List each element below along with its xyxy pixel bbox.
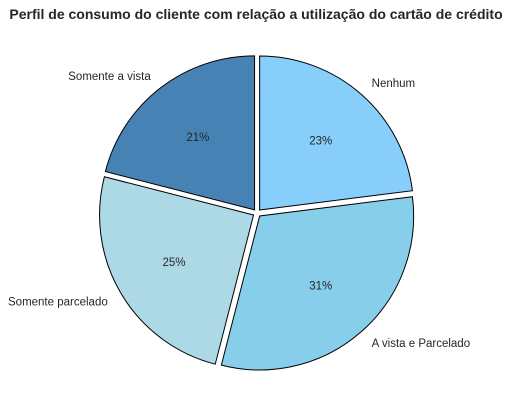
pie-slice-2 [99, 176, 255, 365]
pie-slices [99, 55, 415, 371]
pie-labels: 21% Somente a vista 25% Somente parcelado 31… [8, 71, 470, 350]
pie-slice-3 [220, 196, 415, 371]
pie-percent-label-4: 23% [309, 136, 332, 148]
pie-category-label-1: Somente a vista [68, 71, 151, 83]
pie-category-label-2: Somente parcelado [8, 296, 108, 308]
pie-category-label-4: Nenhum [372, 78, 415, 90]
pie-slice-1 [104, 55, 256, 211]
chart-title: Perfil de consumo do cliente com relação… [9, 6, 503, 22]
pie-percent-label-1: 21% [186, 132, 209, 144]
pie-percent-label-2: 25% [163, 257, 186, 269]
pie-category-label-3: A vista e Parcelado [372, 338, 470, 350]
pie-percent-label-3: 31% [309, 280, 332, 292]
pie-slice-4 [259, 55, 413, 211]
